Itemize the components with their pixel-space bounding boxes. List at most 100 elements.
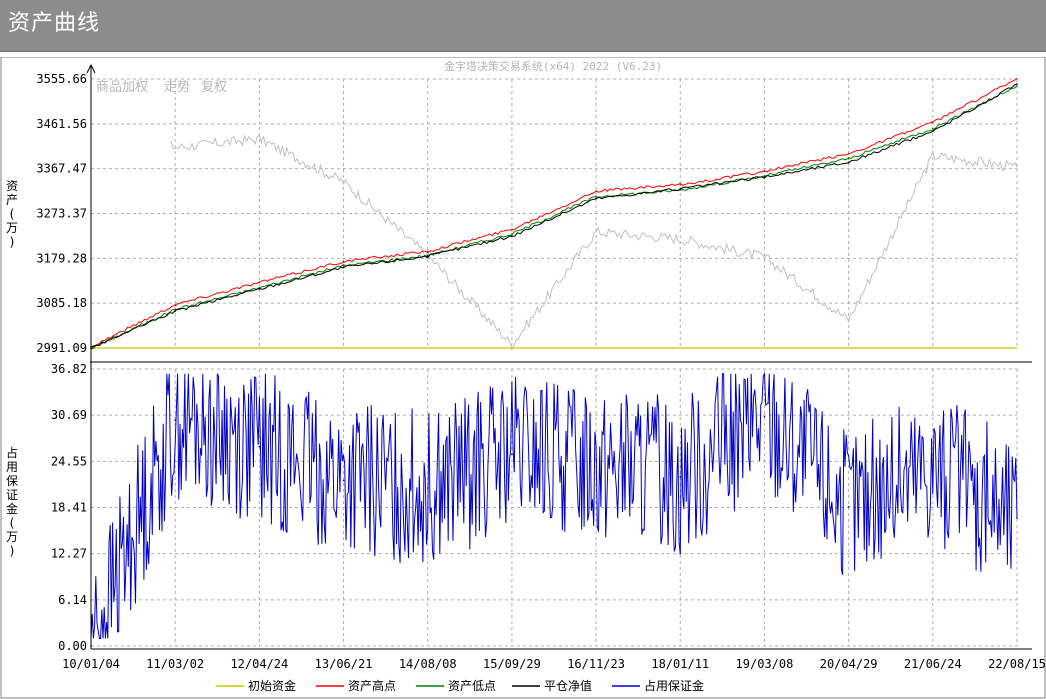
- legend-label: 占用保证金: [644, 678, 704, 693]
- mode-label-trend[interactable]: 走势: [164, 79, 190, 95]
- margin-point: [595, 458, 597, 461]
- margin-point: [174, 419, 176, 422]
- legend-item: 初始资金: [216, 678, 296, 693]
- margin-y-title: 占用保证金(万): [6, 445, 18, 558]
- equity-line-high: [90, 78, 1018, 348]
- chart-border: [0, 57, 1046, 699]
- asset-ytick-label: 3273.37: [36, 207, 87, 221]
- axis-labels: 3555.66 3461.56 3367.47 3273.37 3179.28 3085.…: [6, 72, 1046, 671]
- x-tick-label: 16/11/23: [567, 657, 625, 671]
- margin-y-title-char: 占: [6, 445, 18, 460]
- equity-point: [426, 255, 429, 258]
- equity-point: [511, 233, 513, 235]
- x-tick-label: 22/08/15: [988, 657, 1046, 671]
- margin-y-title-char: ): [10, 544, 15, 558]
- equity-point: [595, 195, 597, 198]
- x-tick-label: 19/03/08: [736, 657, 794, 671]
- margin-point: [426, 487, 429, 489]
- margin-y-title-char: 保: [6, 474, 18, 488]
- legend-label: 资产低点: [448, 679, 496, 693]
- margin-point: [847, 506, 850, 508]
- equity-point: [679, 184, 682, 186]
- asset-y-title-char: (: [10, 207, 15, 221]
- title-bar: 资产曲线: [0, 0, 1046, 52]
- legend-label: 资产高点: [348, 678, 396, 693]
- watermark-text: 金字塔决策交易系统(x64) 2022 (V6.23): [444, 59, 662, 73]
- margin-y-title-char: 万: [6, 530, 18, 544]
- equity-point: [511, 235, 513, 237]
- equity-point: [847, 157, 850, 160]
- margin-y-title-char: 金: [6, 501, 18, 516]
- equity-point: [932, 130, 934, 133]
- equity-point: [342, 260, 345, 263]
- asset-y-title-char: 产: [6, 193, 18, 207]
- equity-point: [763, 175, 766, 177]
- equity-point: [932, 121, 934, 124]
- equity-point: [1016, 77, 1018, 80]
- legend-label: 初始资金: [248, 678, 296, 693]
- margin-y-title-char: 证: [6, 488, 18, 502]
- benchmark-trace-line: [170, 134, 1018, 351]
- x-tick-label: 18/01/11: [651, 657, 709, 671]
- chart-frame: 3555.66 3461.56 3367.47 3273.37 3179.28 3085.…: [0, 57, 1046, 699]
- equity-point: [679, 188, 682, 190]
- series-layer: [90, 77, 1018, 647]
- x-tick-label: 20/04/29: [820, 657, 878, 671]
- equity-point: [342, 266, 345, 269]
- legend-label: 平仓净值: [544, 678, 592, 693]
- margin-point: [511, 453, 513, 455]
- margin-line: [90, 371, 1018, 639]
- mode-label-adjusted[interactable]: 复权: [201, 79, 227, 95]
- equity-point: [174, 308, 176, 311]
- asset-y-title-char: 资: [6, 179, 18, 193]
- margin-point: [763, 415, 766, 418]
- mode-labels: 商品加权 走势 复权: [96, 79, 227, 95]
- equity-point: [763, 170, 766, 173]
- equity-line-net: [90, 83, 1018, 349]
- margin-ytick-label: 24.55: [51, 454, 87, 468]
- margin-ytick-label: 6.14: [58, 593, 87, 607]
- margin-point: [1016, 517, 1018, 519]
- equity-point: [595, 197, 597, 200]
- margin-point: [342, 479, 345, 482]
- margin-y-title-char: 用: [6, 460, 18, 474]
- asset-ytick-label: 3555.66: [36, 72, 87, 86]
- equity-point: [847, 161, 850, 163]
- x-tick-label: 10/01/04: [62, 657, 120, 671]
- equity-point: [258, 288, 261, 290]
- margin-point: [258, 445, 261, 448]
- equity-point: [258, 281, 261, 284]
- legend-item: 资产低点: [416, 679, 496, 693]
- margin-point: [932, 464, 934, 467]
- window-title: 资产曲线: [8, 11, 101, 36]
- asset-y-title-char: ): [10, 235, 15, 249]
- mode-label-weighted[interactable]: 商品加权: [96, 79, 148, 95]
- x-tick-label: 14/08/08: [399, 657, 457, 671]
- x-tick-label: 13/06/21: [315, 657, 373, 671]
- asset-y-title: 资产(万): [6, 179, 18, 249]
- asset-y-title-char: 万: [6, 221, 18, 235]
- legend: 初始资金 资产高点 资产低点 平仓净值 占用保证金: [216, 678, 704, 693]
- equity-point: [342, 264, 345, 267]
- asset-ytick-label: 3085.18: [36, 296, 87, 310]
- y-axis-arrow: [86, 63, 96, 74]
- x-tick-label: 21/06/24: [904, 657, 962, 671]
- asset-ytick-label: 2991.09: [36, 341, 87, 355]
- equity-point: [847, 152, 850, 155]
- margin-y-title-char: (: [10, 516, 15, 530]
- margin-ytick-label: 0.00: [58, 639, 87, 653]
- asset-ytick-label: 3461.56: [36, 117, 87, 131]
- equity-point: [932, 127, 934, 130]
- equity-point: [1016, 83, 1018, 85]
- margin-ytick-label: 18.41: [51, 501, 87, 515]
- legend-item: 占用保证金: [612, 678, 704, 693]
- margin-ytick-label: 30.69: [51, 408, 87, 422]
- asset-ytick-label: 3179.28: [36, 251, 87, 265]
- legend-item: 资产高点: [316, 678, 396, 693]
- x-tick-label: 15/09/29: [483, 657, 541, 671]
- equity-line-low: [90, 85, 1018, 350]
- equity-point: [426, 250, 429, 253]
- margin-point: [679, 475, 682, 478]
- equity-point: [763, 176, 766, 178]
- equity-chart: 3555.66 3461.56 3367.47 3273.37 3179.28 3085.…: [0, 57, 1046, 699]
